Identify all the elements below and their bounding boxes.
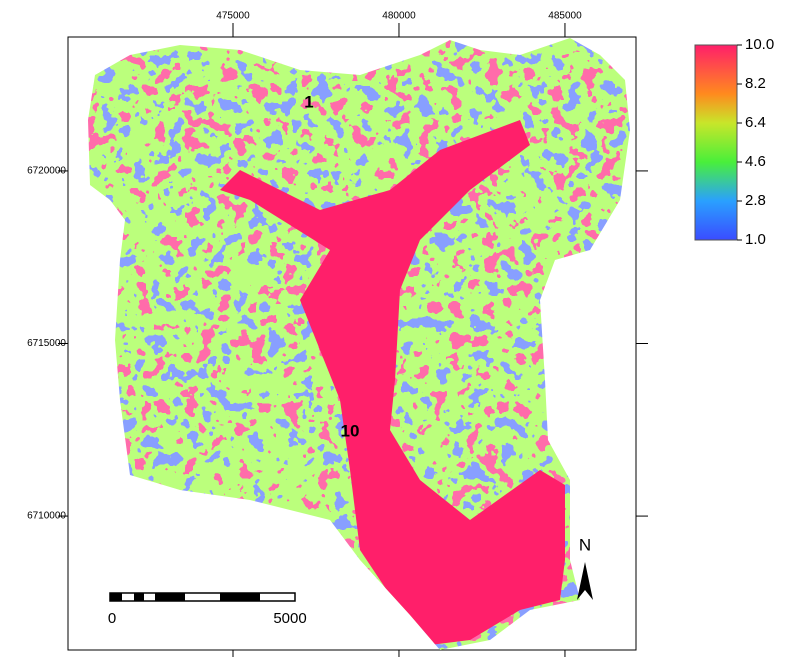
- y-tick-label: 6715000: [27, 338, 66, 349]
- scale-seg: [155, 593, 185, 601]
- color-bar: [695, 45, 737, 240]
- legend-label: 10.0: [745, 36, 774, 53]
- legend-label: 4.6: [745, 153, 766, 170]
- map-figure: 0 5000 N 1 10 475000 480000 485000 6720000 6…: [0, 0, 794, 657]
- x-tick-label: 485000: [548, 11, 582, 22]
- scale-seg: [110, 593, 122, 601]
- x-tick-label: 480000: [382, 11, 416, 22]
- legend-label: 1.0: [745, 231, 766, 248]
- scale-seg: [220, 593, 260, 601]
- legend-label: 6.4: [745, 114, 766, 131]
- scale-label: 5000: [273, 610, 306, 627]
- legend-label: 8.2: [745, 75, 766, 92]
- scale-seg: [134, 593, 144, 601]
- legend-label: 2.8: [745, 192, 766, 209]
- map-label: 1: [304, 92, 313, 111]
- north-label: N: [579, 535, 591, 554]
- page: {"map": { "xlim": [470030, 487140], "yli…: [0, 0, 794, 657]
- y-tick-label: 6710000: [27, 511, 66, 522]
- scale-label: 0: [108, 610, 116, 627]
- x-tick-label: 475000: [216, 11, 250, 22]
- y-tick-label: 6720000: [27, 166, 66, 177]
- map-label: 10: [341, 421, 360, 440]
